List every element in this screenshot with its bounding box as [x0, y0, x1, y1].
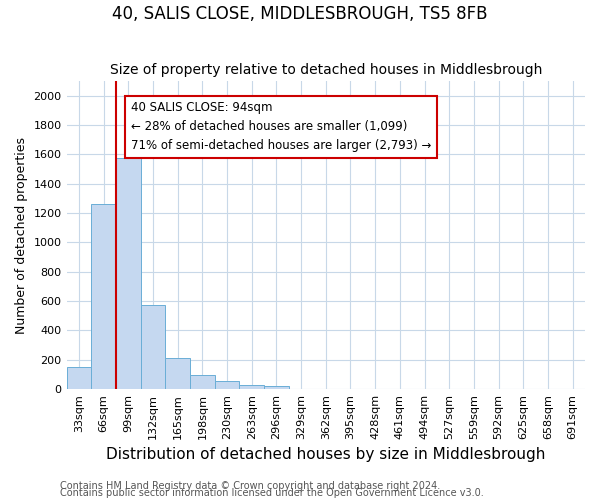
Title: Size of property relative to detached houses in Middlesbrough: Size of property relative to detached ho… — [110, 63, 542, 77]
Text: Contains public sector information licensed under the Open Government Licence v3: Contains public sector information licen… — [60, 488, 484, 498]
Bar — [91, 204, 116, 389]
Bar — [165, 358, 190, 389]
Bar — [215, 381, 239, 389]
Bar — [190, 375, 215, 389]
X-axis label: Distribution of detached houses by size in Middlesbrough: Distribution of detached houses by size … — [106, 448, 545, 462]
Bar — [140, 305, 165, 389]
Text: 40 SALIS CLOSE: 94sqm
← 28% of detached houses are smaller (1,099)
71% of semi-d: 40 SALIS CLOSE: 94sqm ← 28% of detached … — [131, 102, 431, 152]
Text: Contains HM Land Registry data © Crown copyright and database right 2024.: Contains HM Land Registry data © Crown c… — [60, 481, 440, 491]
Text: 40, SALIS CLOSE, MIDDLESBROUGH, TS5 8FB: 40, SALIS CLOSE, MIDDLESBROUGH, TS5 8FB — [112, 5, 488, 23]
Bar — [239, 385, 264, 389]
Bar — [264, 386, 289, 389]
Bar — [116, 158, 140, 389]
Y-axis label: Number of detached properties: Number of detached properties — [15, 136, 28, 334]
Bar — [67, 367, 91, 389]
